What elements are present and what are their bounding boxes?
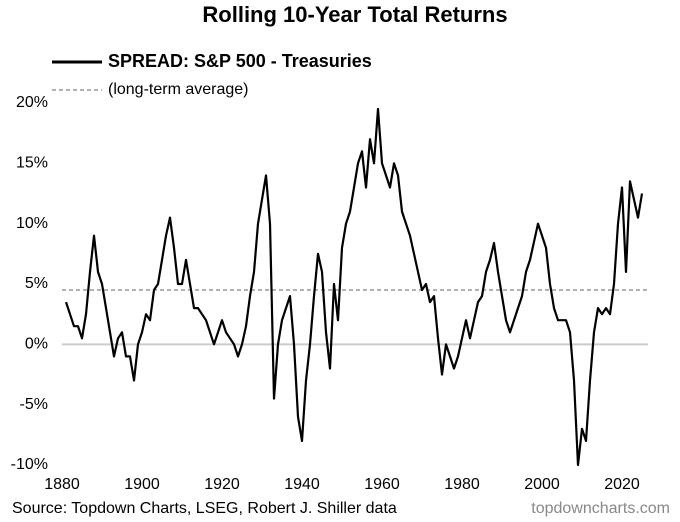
x-tick-label: 2020 [604,476,640,493]
x-tick-label: 2000 [524,476,560,493]
y-tick-label: -10% [11,456,48,473]
x-tick-label: 1940 [284,476,320,493]
x-tick-label: 1960 [364,476,400,493]
y-tick-label: 10% [16,215,48,232]
chart-title: Rolling 10-Year Total Returns [202,2,507,27]
legend-label: SPREAD: S&P 500 - Treasuries [108,51,372,71]
watermark: topdowncharts.com [531,500,670,517]
x-tick-label: 1980 [444,476,480,493]
y-tick-label: -5% [20,396,48,413]
y-tick-label: 5% [25,275,48,292]
y-tick-label: 15% [16,155,48,172]
x-tick-label: 1900 [124,476,160,493]
y-tick-label: 20% [16,94,48,111]
source: Source: Topdown Charts, LSEG, Robert J. … [12,500,397,517]
y-tick-label: 0% [25,336,48,353]
series-line [64,107,644,467]
legend-label: (long-term average) [108,81,249,98]
x-tick-label: 1920 [204,476,240,493]
x-tick-label: 1880 [44,476,80,493]
